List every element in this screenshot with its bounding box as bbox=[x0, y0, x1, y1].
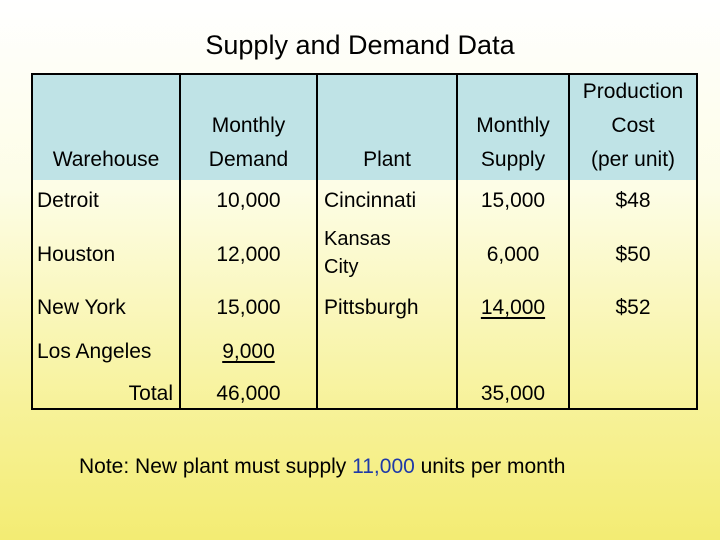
note-text: Note: New plant must supply 11,000 units… bbox=[79, 455, 565, 479]
total-demand: 46,000 bbox=[216, 382, 281, 405]
note-suffix: units per month bbox=[414, 455, 566, 478]
header-monthly-supply-line1: Monthly bbox=[476, 114, 550, 137]
cell-warehouse: New York bbox=[37, 296, 126, 319]
cell-supply-value: 14,000 bbox=[480, 296, 546, 319]
column-divider bbox=[179, 75, 181, 408]
cell-demand: 15,000 bbox=[216, 296, 281, 319]
cell-demand: 10,000 bbox=[216, 189, 281, 212]
cell-demand: 9,000 bbox=[181, 337, 316, 366]
cell-warehouse: Detroit bbox=[37, 189, 99, 212]
cell-cost: $52 bbox=[615, 296, 651, 319]
cell-warehouse: Houston bbox=[37, 243, 116, 266]
header-production-cost-line2: Cost bbox=[611, 114, 655, 137]
total-label: Total bbox=[128, 382, 173, 405]
cell-plant: Pittsburgh bbox=[324, 296, 419, 319]
column-divider bbox=[568, 75, 570, 408]
supply-demand-table: Warehouse Monthly Demand Plant Monthly S… bbox=[31, 73, 698, 410]
cell-demand: 12,000 bbox=[216, 243, 281, 266]
header-monthly-supply-line2: Supply bbox=[480, 148, 546, 171]
cell-demand-value: 9,000 bbox=[222, 340, 275, 363]
cell-plant: Kansas City bbox=[324, 228, 391, 278]
note-highlight-value: 11,000 bbox=[352, 455, 415, 478]
header-warehouse: Warehouse bbox=[52, 148, 160, 171]
column-divider bbox=[316, 75, 318, 408]
header-monthly-demand-line2: Demand bbox=[208, 148, 289, 171]
cell-supply: 6,000 bbox=[486, 243, 540, 266]
header-monthly-demand-line1: Monthly bbox=[211, 114, 286, 137]
column-divider bbox=[456, 75, 458, 408]
cell-plant: Cincinnati bbox=[324, 189, 417, 212]
cell-cost: $48 bbox=[615, 189, 651, 212]
header-plant: Plant bbox=[363, 148, 411, 171]
header-production-cost-line1: Production bbox=[582, 80, 684, 103]
cell-cost: $50 bbox=[615, 243, 651, 266]
cell-supply: 15,000 bbox=[480, 189, 546, 212]
table-header-background bbox=[33, 75, 696, 180]
slide-title: Supply and Demand Data bbox=[205, 30, 515, 60]
cell-supply: 14,000 bbox=[458, 293, 568, 322]
cell-warehouse: Los Angeles bbox=[37, 340, 152, 363]
header-production-cost-line3: (per unit) bbox=[590, 148, 676, 171]
total-supply: 35,000 bbox=[480, 382, 546, 405]
note-prefix: Note: New plant must supply bbox=[79, 455, 353, 478]
